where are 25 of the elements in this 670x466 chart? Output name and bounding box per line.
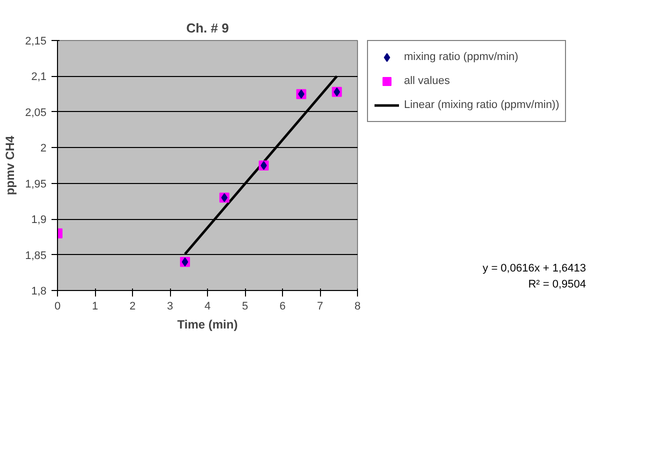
x-tick-label: 6 [279,300,286,312]
chart-title: Ch. # 9 [186,20,229,36]
y-axis-title: ppmv CH4 [3,136,18,196]
y-tick-label: 2,1 [31,71,47,84]
x-tick-label: 4 [204,300,211,312]
x-tick-label: 8 [354,300,361,312]
y-tick-label: 1,85 [25,250,47,262]
y-tick-label: 2 [40,142,47,155]
x-tick-label: 1 [92,300,98,312]
y-tick-label: 1,9 [31,214,47,226]
text: y = 0,0616x + 1,6413 [482,262,586,274]
y-tick-label: 2,15 [25,36,47,48]
text: R² = 0,9504 [528,278,586,290]
legend-label: all values [404,75,450,87]
y-tick-label: 1,95 [25,178,47,190]
legend-label: mixing ratio (ppmv/min) [404,51,518,63]
x-tick-label: 2 [129,300,136,312]
x-tick-label: 3 [166,300,174,312]
y-tick-label: 2,05 [25,106,47,119]
x-axis-title: Time (min) [177,318,238,332]
y-tick-label: 1,8 [31,286,47,298]
x-tick-label: 5 [242,300,248,312]
x-tick-label: 7 [316,300,324,312]
x-tick-label: 0 [54,300,61,312]
legend-label: Linear (mixing ratio (ppmv/min)) [404,99,560,111]
